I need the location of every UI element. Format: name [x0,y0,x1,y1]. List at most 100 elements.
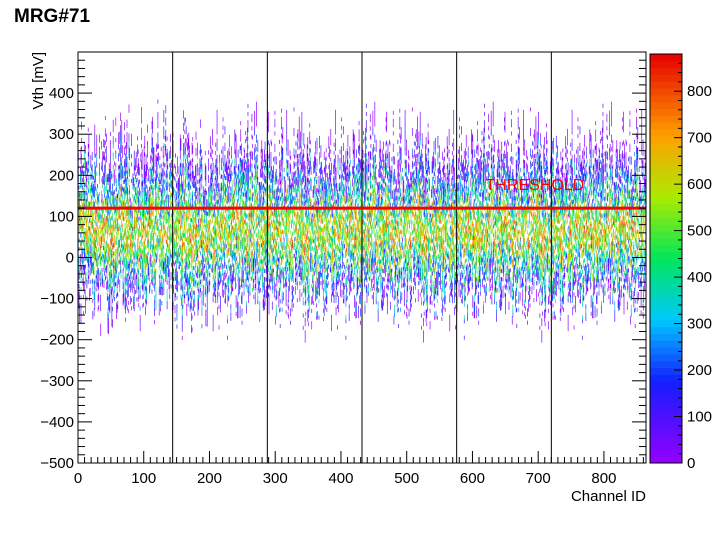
data-cell [216,183,217,188]
data-cell [104,181,105,186]
data-cell [197,311,199,316]
data-cell [209,231,211,237]
data-cell [191,269,193,275]
data-cell [104,168,105,173]
data-cell [218,230,220,235]
data-cell [111,293,113,298]
data-cell [212,174,213,179]
data-cell [200,222,201,227]
data-cell [185,273,186,279]
data-cell [223,211,224,216]
data-cell [156,147,157,152]
data-cell [142,303,144,308]
data-cell [81,259,83,264]
data-cell [175,248,177,254]
data-cell [78,275,80,280]
data-cell [173,260,175,265]
data-cell [82,191,84,196]
data-cell [190,284,192,289]
data-cell [175,272,176,277]
data-cell [125,191,127,196]
data-cell [187,175,188,180]
data-cell [143,249,145,254]
data-cell [131,137,132,142]
data-cell [120,175,122,180]
data-cell [131,281,132,286]
data-cell [111,269,113,274]
data-cell [127,211,129,216]
data-cell [180,187,182,192]
data-cell [181,285,182,290]
data-cell [158,209,159,215]
data-cell [220,275,221,280]
data-cell [230,193,232,198]
data-cell [95,182,96,187]
data-cell [213,258,215,263]
data-cell [135,221,137,226]
data-cell [90,171,92,176]
data-cell [210,241,212,246]
data-cell [120,170,121,175]
data-cell [156,194,158,199]
data-cell [110,228,112,233]
data-cell [169,294,171,299]
data-cell [189,208,191,213]
data-cell [109,210,111,215]
data-cell [225,209,226,214]
data-cell [109,214,111,219]
data-cell [152,264,153,270]
data-cell [202,221,203,226]
data-cell [228,176,230,181]
data-cell [223,264,225,269]
data-cell [184,273,186,278]
data-cell [198,220,200,225]
data-cell [205,289,207,294]
data-cell [223,235,225,240]
data-cell [200,239,202,244]
data-cell [96,138,98,143]
data-cell [143,224,145,229]
data-cell [119,238,121,243]
data-cell [118,223,120,228]
data-cell [143,277,144,283]
data-cell [170,284,172,289]
data-cell [173,262,175,267]
data-cell [93,238,95,243]
data-cell [189,248,190,253]
data-cell [198,224,200,229]
data-cell [185,257,186,262]
data-cell [151,248,153,253]
data-cell [88,134,90,140]
data-cell [185,278,187,283]
data-cell [221,292,223,297]
data-cell [141,256,143,261]
data-cell [95,178,96,183]
data-cell [87,172,88,177]
data-cell [86,284,88,289]
data-cell [85,166,87,171]
data-cell [148,267,150,272]
data-cell [89,218,90,223]
data-cell [162,228,164,233]
data-cell [114,237,116,242]
data-cell [156,196,157,202]
data-cell [230,263,232,268]
data-cell [147,222,149,227]
data-cell [138,167,140,172]
data-cell [141,234,142,239]
data-cell [119,135,121,140]
data-cell [104,218,106,223]
data-cell [181,303,183,308]
data-cell [155,174,157,179]
data-cell [120,204,122,209]
data-cell [78,267,80,272]
data-cell [231,232,232,237]
data-cell [223,232,224,237]
data-cell [190,251,192,256]
data-cell [135,254,137,259]
data-cell [168,235,169,241]
data-cell [208,257,209,262]
data-cell [141,268,143,273]
data-cell [212,202,213,207]
data-cell [143,261,144,266]
